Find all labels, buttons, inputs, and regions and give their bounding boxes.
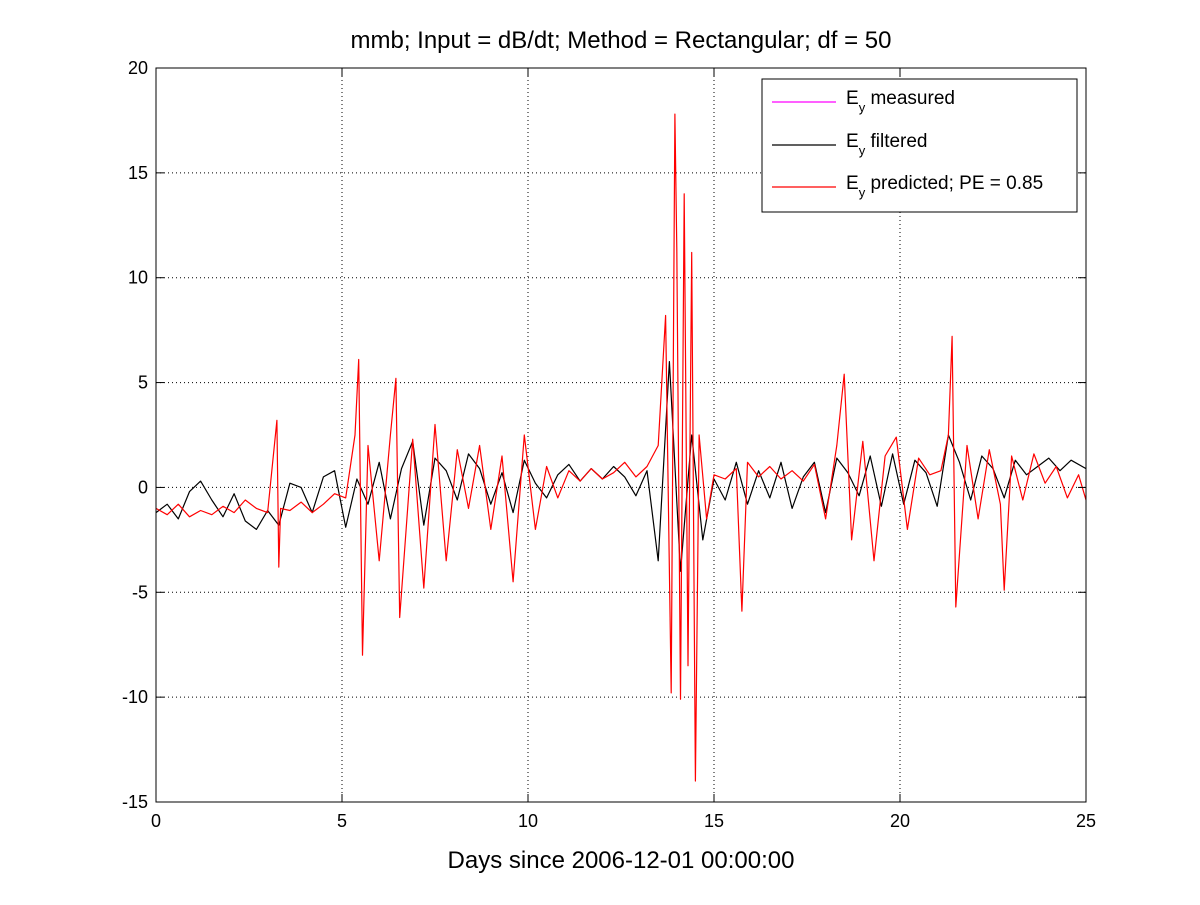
y-tick-label: -15 [122,792,148,812]
x-tick-label: 5 [337,811,347,831]
chart-title: mmb; Input = dB/dt; Method = Rectangular… [351,27,892,54]
legend: Ey measured Ey filtered Ey predicted; PE =… [761,78,1078,213]
y-tick-label: 10 [128,268,148,288]
series-lines [155,113,1087,782]
legend-label-2: Ey filtered [846,131,928,158]
legend-label-3: Ey predicted; PE = 0.85 [846,173,1043,200]
x-tick-label: 20 [890,811,910,831]
y-tick-label: -5 [132,582,148,602]
x-tick-label: 0 [151,811,161,831]
legend-label-1: Ey measured [846,88,955,115]
plot-frame [155,67,1087,803]
x-tick-label: 15 [704,811,724,831]
series-line-2 [155,361,1087,572]
y-tick-label: 5 [138,373,148,393]
y-tick-label: 15 [128,163,148,183]
series-line-3 [155,113,1087,782]
x-tick-label: 10 [518,811,538,831]
x-axis-title: Days since 2006-12-01 00:00:00 [448,847,795,874]
axis-ticks: 0 5 10 15 20 25 -15 -10 -5 0 5 10 15 20 [122,58,1096,831]
grid-lines [156,68,1086,802]
y-tick-label: 0 [138,477,148,497]
y-tick-label: 20 [128,58,148,78]
x-tick-label: 25 [1076,811,1096,831]
y-tick-label: -10 [122,687,148,707]
